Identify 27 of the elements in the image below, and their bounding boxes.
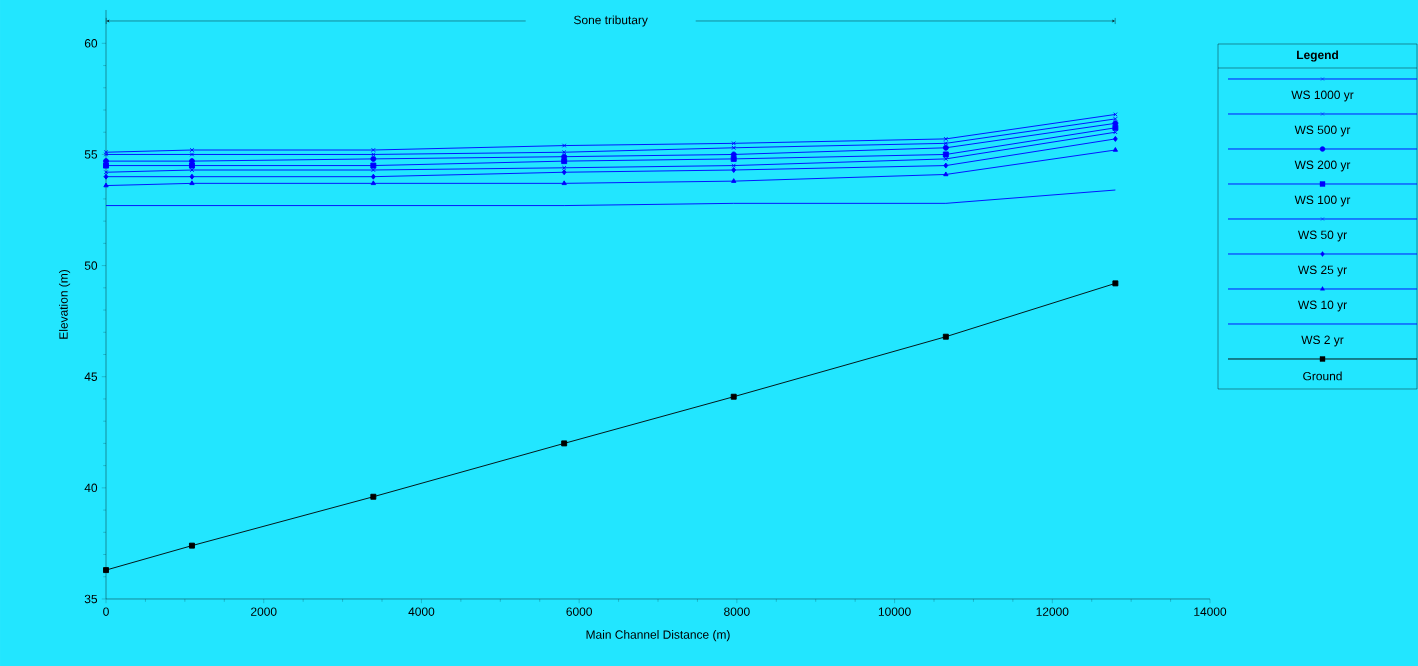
legend-label: WS 50 yr — [1297, 230, 1347, 242]
legend-label: WS 10 yr — [1297, 300, 1347, 312]
legend-label: WS 100 yr — [1294, 195, 1351, 207]
legend-label: Ground — [1303, 371, 1342, 381]
x-tick-label: 14000 — [1194, 607, 1227, 616]
y-tick-label: 45 — [84, 372, 98, 381]
legend-label: WS 25 yr — [1297, 265, 1347, 277]
x-tick-label: 4000 — [408, 607, 435, 616]
y-tick-label: 50 — [84, 261, 98, 270]
x-tick-label: 12000 — [1036, 607, 1069, 616]
annotation: Sone tributary — [574, 15, 648, 27]
x-tick-label: 6000 — [566, 607, 592, 616]
y-axis-title: Elevation (m) — [58, 270, 71, 339]
x-tick-label: 10000 — [878, 607, 911, 616]
legend-label: WS 1000 yr — [1291, 90, 1354, 102]
text: WS 2 yr — [1301, 335, 1344, 347]
y-tick-label: 60 — [84, 39, 98, 48]
legend-label: WS 200 yr — [1294, 160, 1351, 172]
legend-title: Legend — [1297, 50, 1338, 62]
x-tick-label: 0 — [103, 607, 109, 616]
y-tick-label: 40 — [84, 483, 98, 493]
legend-label: WS 500 yr — [1294, 125, 1351, 137]
y-tick-label: 35 — [84, 594, 98, 604]
y-tick-label: 55 — [84, 150, 98, 159]
x-tick-label: 2000 — [251, 607, 277, 616]
x-tick-label: 8000 — [724, 607, 750, 616]
x-axis-title: Main Channel Distance (m) — [586, 630, 730, 642]
